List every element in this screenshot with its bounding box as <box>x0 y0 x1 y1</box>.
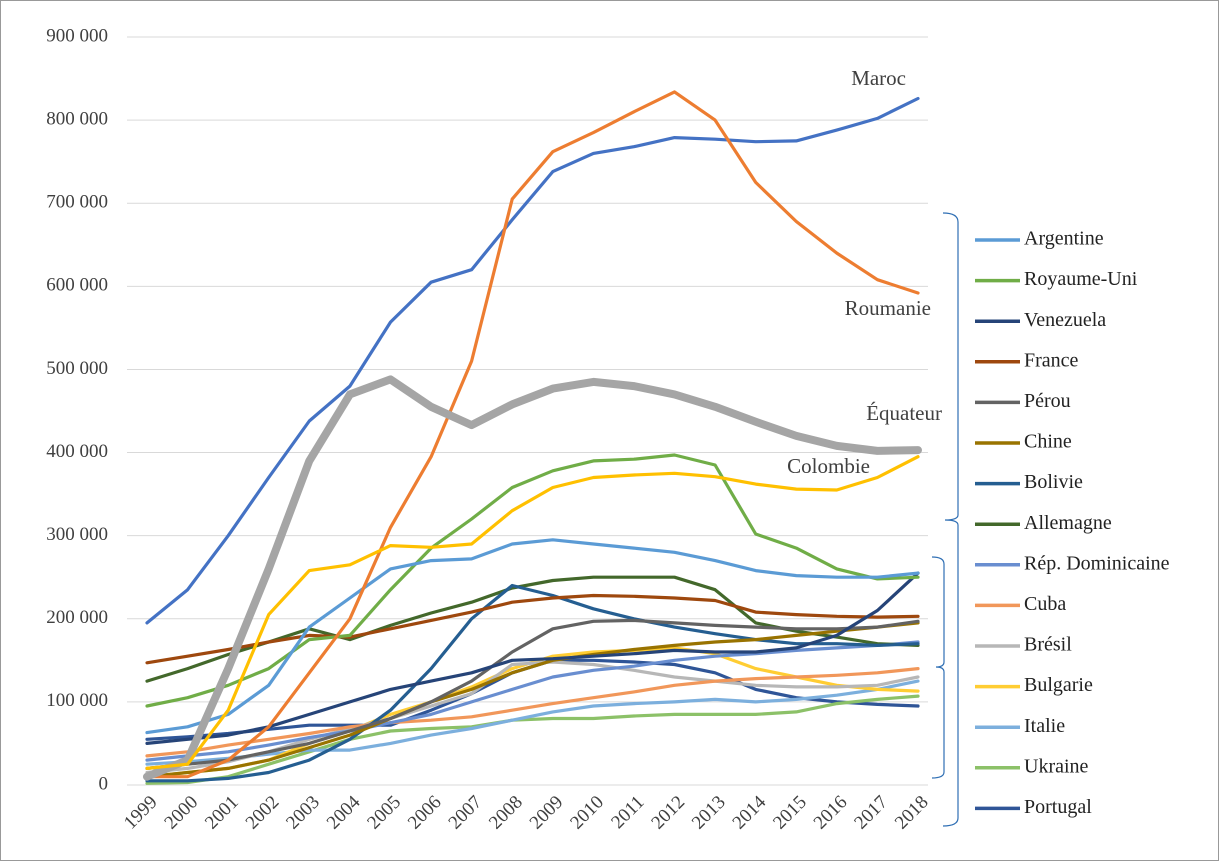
series-line <box>145 453 920 708</box>
direct-label: Roumanie <box>845 296 931 320</box>
series-line <box>145 666 920 758</box>
y-tick-label: 200 000 <box>46 607 108 628</box>
y-tick-label: 700 000 <box>46 192 108 213</box>
y-tick-label: 500 000 <box>46 358 108 379</box>
series-line <box>145 96 920 625</box>
series-line <box>145 593 920 665</box>
legend-label: Venezuela <box>1024 309 1106 331</box>
legend-label: Rép. Dominicaine <box>1024 552 1170 574</box>
y-tick-label: 800 000 <box>46 108 108 129</box>
y-tick-label: 300 000 <box>46 524 108 545</box>
legend-label: Portugal <box>1024 796 1092 818</box>
direct-label: Colombie <box>787 454 870 478</box>
legend-label: Allemagne <box>1024 512 1112 534</box>
series-line <box>145 583 920 783</box>
series-line <box>145 694 920 785</box>
legend-label: Argentine <box>1024 228 1104 250</box>
y-tick-label: 600 000 <box>46 275 108 296</box>
y-tick-label: 900 000 <box>46 25 108 46</box>
legend-label: Italie <box>1024 715 1065 737</box>
legend-label: Chine <box>1024 431 1072 453</box>
y-tick-label: 0 <box>99 773 109 794</box>
series-line <box>145 571 920 746</box>
legend-label: Pérou <box>1024 390 1071 412</box>
series-line <box>145 621 920 779</box>
y-tick-label: 100 000 <box>46 690 108 711</box>
series-line <box>145 640 920 762</box>
direct-label: Maroc <box>851 66 906 90</box>
y-tick-label: 400 000 <box>46 441 108 462</box>
series-line <box>145 538 920 735</box>
series-line <box>143 375 922 781</box>
legend-label: Bulgarie <box>1024 674 1093 696</box>
legend-label: Bolivie <box>1024 471 1083 493</box>
direct-label: Équateur <box>866 401 942 425</box>
legend-brace-inner <box>931 556 945 779</box>
series-line <box>145 455 920 771</box>
series-line <box>145 90 920 779</box>
series-line <box>145 618 920 771</box>
legend-label: Royaume-Uni <box>1024 268 1138 290</box>
legend-label: Brésil <box>1024 634 1072 656</box>
series-line <box>145 679 920 766</box>
legend-label: Cuba <box>1024 593 1066 615</box>
legend-label: Ukraine <box>1024 755 1089 777</box>
legend-label: France <box>1024 349 1079 371</box>
legend-brace <box>942 212 959 827</box>
